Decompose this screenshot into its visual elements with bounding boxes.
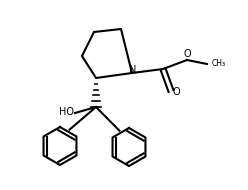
Text: CH₃: CH₃ xyxy=(212,59,226,67)
Text: HO: HO xyxy=(59,107,73,117)
Text: O: O xyxy=(183,49,191,59)
Text: O: O xyxy=(173,87,180,97)
Text: N: N xyxy=(129,65,137,75)
